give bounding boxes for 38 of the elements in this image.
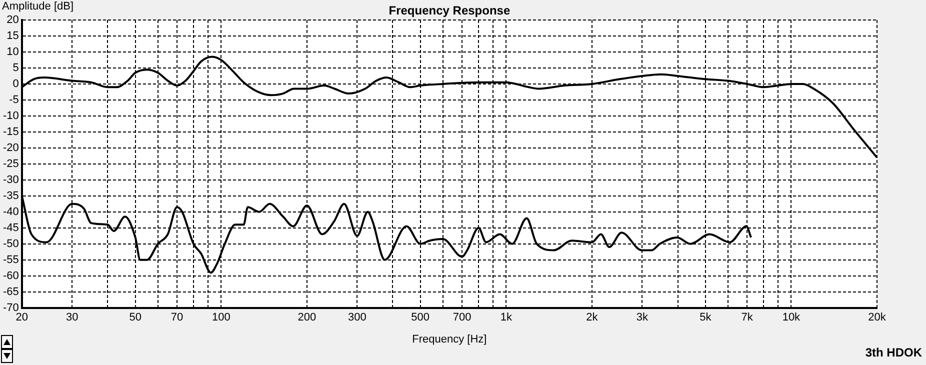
- text: 3th HDOK: [865, 345, 922, 360]
- y-tick-label: -35: [2, 190, 19, 202]
- y-tick-label: -60: [2, 270, 19, 282]
- x-tick-label: 100: [212, 311, 230, 324]
- y-tick-label: -5: [9, 94, 19, 106]
- x-tick-label: 200: [298, 311, 316, 324]
- y-tick-label: 0: [12, 78, 19, 90]
- x-tick-label: 1k: [500, 311, 512, 324]
- x-tick-label: 3k: [636, 311, 648, 324]
- x-tick-label: 5k: [700, 311, 712, 324]
- y-tick-label: -25: [2, 158, 19, 170]
- y-tick-label: -45: [2, 222, 19, 234]
- y-tick-label: -50: [2, 238, 19, 250]
- y-tick-label: -30: [2, 174, 19, 186]
- x-tick-label: 500: [411, 311, 430, 324]
- y-tick-label: -10: [2, 110, 19, 122]
- x-axis-title: Frequency [Hz]: [412, 333, 487, 346]
- y-tick-label: 15: [6, 30, 19, 42]
- chart-title: Frequency Response: [388, 3, 510, 18]
- x-tick-label: 700: [452, 311, 472, 324]
- y-tick-label: -15: [2, 126, 19, 138]
- y-tick-label: -55: [2, 254, 19, 266]
- x-tick-label: 50: [129, 311, 142, 324]
- x-tick-label: 7k: [741, 311, 754, 324]
- y-tick-label: -20: [2, 142, 19, 154]
- x-tick-label: 20k: [868, 311, 886, 324]
- y-tick-label: 20: [6, 14, 19, 26]
- x-tick-label: 70: [170, 311, 184, 324]
- y-axis-title: Amplitude [dB]: [2, 0, 74, 13]
- y-tick-label: -65: [2, 286, 19, 298]
- x-tick-label: 30: [66, 311, 78, 324]
- y-tick-label: -40: [2, 206, 19, 218]
- y-tick-label: -70: [2, 302, 19, 314]
- x-tick-label: 2k: [586, 311, 598, 324]
- x-tick-label: 300: [348, 311, 366, 324]
- y-tick-label: 5: [12, 62, 19, 74]
- y-tick-label: 10: [6, 46, 19, 58]
- x-tick-label: 10k: [782, 311, 801, 324]
